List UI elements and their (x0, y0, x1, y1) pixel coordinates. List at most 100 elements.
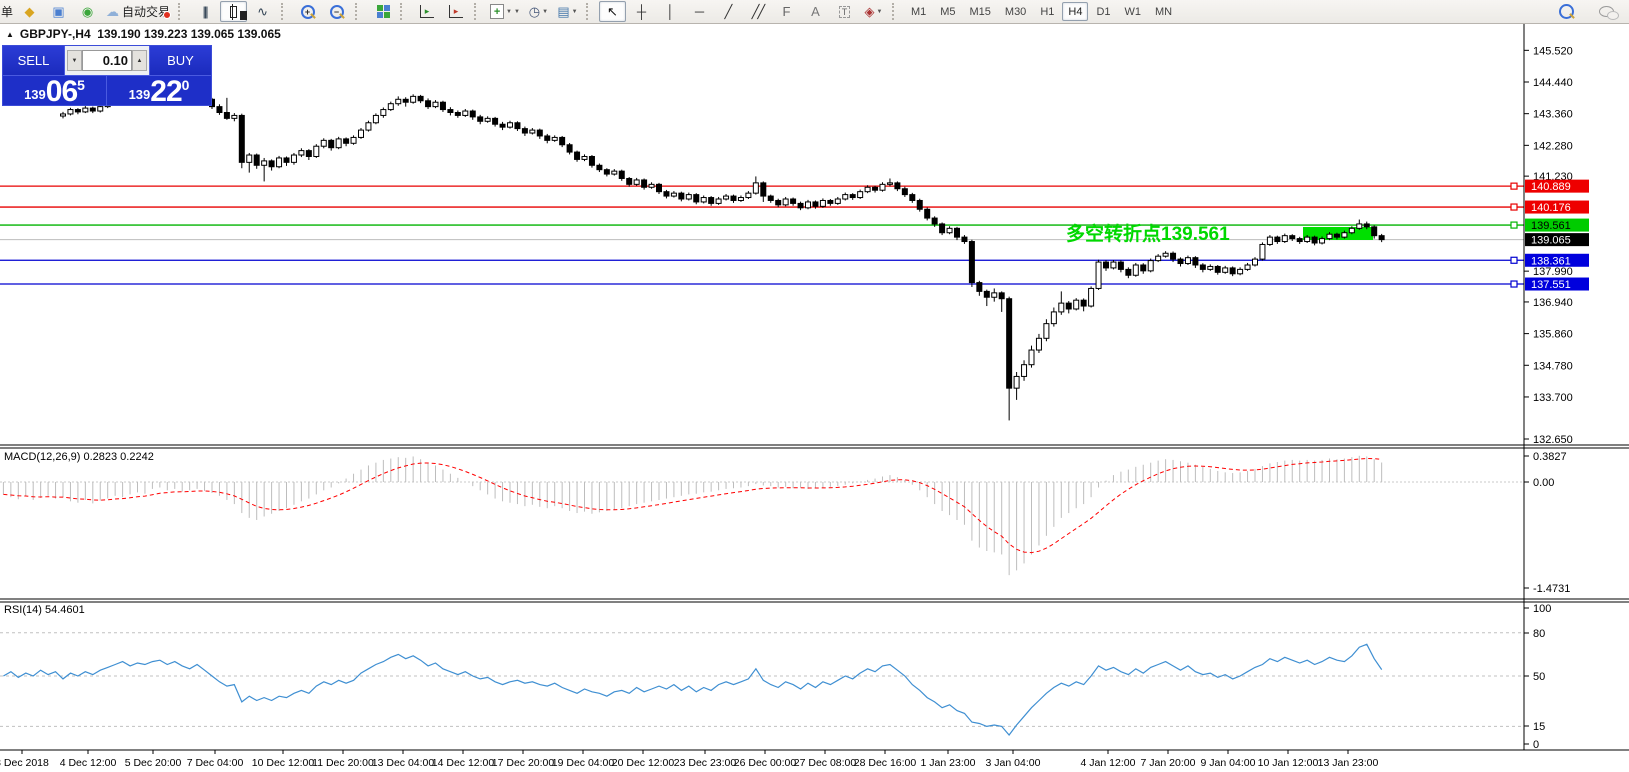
timeframe-m30[interactable]: M30 (1004, 5, 1027, 18)
price-line-axis-label (1525, 179, 1589, 193)
timeframe-mn[interactable]: MN (1155, 5, 1173, 18)
price-line-axis-label-text: 139.065 (1531, 235, 1571, 247)
time-axis-label: 7 Dec 04:00 (187, 757, 244, 769)
timeframe-m5[interactable]: M5 (940, 5, 956, 18)
sell-button[interactable]: SELL (3, 46, 64, 75)
text-label-button[interactable]: T (831, 1, 858, 22)
line-end-marker (1510, 280, 1518, 288)
fibonacci-button[interactable]: F (773, 1, 800, 22)
bar-chart-button[interactable]: ||| (191, 1, 218, 22)
line-chart-button[interactable]: ∿ (249, 1, 276, 22)
rsi-line (3, 643, 1383, 736)
volume-input[interactable] (82, 50, 132, 71)
sell-price[interactable]: 139 06 5 (3, 75, 107, 108)
sell-price-big: 06 (45, 75, 78, 108)
line-chart-icon: ∿ (257, 4, 268, 19)
metaeditor-button[interactable]: ◆ (16, 1, 43, 22)
time-axis-label: 3 Jan 04:00 (986, 757, 1041, 769)
autotrading-button-button[interactable]: ☁ 自动交易 (103, 1, 173, 22)
market-window-button[interactable]: ▣ (45, 1, 72, 22)
zoom-in-button[interactable]: + (294, 1, 321, 22)
highlight-rectangle[interactable] (1303, 227, 1373, 240)
vertical-line-button[interactable]: │ (657, 1, 684, 22)
zoom-out-icon: − (329, 4, 344, 19)
arrows-icon: ◈ (864, 4, 875, 19)
toolbar-separator (474, 3, 483, 20)
timeframe-w1[interactable]: W1 (1124, 5, 1142, 18)
channel-button[interactable]: ╱╱ (744, 1, 771, 22)
chart-shift-icon: ▸ (448, 5, 463, 18)
indicators-icon: + (490, 4, 505, 19)
trendline-button[interactable]: ╱ (715, 1, 742, 22)
arrows-button[interactable]: ◈ ▼ (860, 1, 887, 22)
trend-turning-point-annotation[interactable]: 多空转折点139.561 (1066, 222, 1230, 245)
time-axis-label: 4 Jan 12:00 (1081, 757, 1136, 769)
toolbar-separator (281, 3, 290, 20)
rsi-indicator-label: RSI(14) 54.4601 (4, 604, 85, 616)
toolbar-separator (178, 3, 187, 20)
collapse-panel-arrow[interactable]: ▲ (6, 29, 14, 39)
time-axis-label: 4 Dec 12:00 (60, 757, 117, 769)
cursor-button[interactable]: ↖ (598, 1, 626, 22)
toolbar-right-icons (1552, 1, 1621, 22)
dropdown-caret-icon[interactable]: ▼ (542, 8, 549, 15)
candlestick-series (60, 85, 1385, 421)
price-axis-tick-label: 133.700 (1533, 392, 1573, 404)
toolbar-separator (585, 3, 595, 20)
channel-icon: ╱╱ (751, 4, 766, 19)
price-line-axis-label-text: 140.889 (1531, 181, 1571, 193)
chat-button[interactable] (1593, 1, 1620, 22)
volume-control: ▼ ▲ (64, 46, 150, 75)
time-axis-label: 14 Dec 12:00 (432, 757, 495, 769)
volume-increase-button[interactable]: ▲ (132, 50, 147, 71)
auto-scroll-button[interactable]: ▸ (413, 1, 440, 22)
autotrading-button: ☁ (106, 4, 120, 19)
horizontal-line-icon: ─ (694, 4, 705, 19)
price-axis-tick-label: 144.440 (1533, 77, 1573, 89)
chart-shift-button[interactable]: ▸ (442, 1, 469, 22)
horizontal-line-button[interactable]: ─ (686, 1, 713, 22)
toolbar: 单 ◆ ▣ ◉ ☁ 自动交易 ||| ∿ + − ▸ ▸ + ▼ ▼ ◷ ▼ ▤ ▼ ↖ ┼ │ ─ ╱ ╱╱ F A T ◈ ▼ M1 M5… (0, 0, 1629, 24)
price-line-axis-label-text: 140.176 (1531, 202, 1571, 214)
buy-price-prefix: 139 (128, 87, 151, 102)
time-axis-label: 17 Dec 20:00 (492, 757, 555, 769)
time-axis-label: 11 Dec 20:00 (312, 757, 374, 769)
dropdown-caret-icon[interactable]: ▼ (513, 8, 520, 15)
volume-decrease-button[interactable]: ▼ (67, 50, 82, 71)
text-button[interactable]: A (802, 1, 829, 22)
chart-ohlc-readout: ▲ GBPJPY-,H4 139.190 139.223 139.065 139… (6, 27, 281, 41)
macd-axis-label: 0.00 (1533, 477, 1554, 489)
buy-price[interactable]: 139 22 0 (107, 75, 211, 108)
signals-icon: ◉ (81, 4, 94, 19)
dropdown-caret-icon[interactable]: ▼ (876, 8, 883, 15)
timeframe-h1[interactable]: H1 (1040, 5, 1055, 18)
new-order-button-fragment[interactable]: 单 (1, 5, 14, 19)
templates-button[interactable]: ▤ ▼ (554, 1, 581, 22)
timeframe-d1[interactable]: D1 (1096, 5, 1111, 18)
signals-button[interactable]: ◉ (74, 1, 101, 22)
tile-windows-button[interactable] (368, 1, 395, 22)
dropdown-caret-icon[interactable]: ▼ (571, 8, 578, 15)
time-axis-label: 26 Dec 00:00 (734, 757, 797, 769)
zoom-in-icon: + (300, 4, 315, 19)
time-axis-label: 13 Dec 04:00 (372, 757, 435, 769)
buy-price-big: 22 (150, 75, 182, 108)
candlestick-button[interactable] (220, 1, 248, 22)
tile-windows-icon (376, 4, 383, 11)
zoom-out-button[interactable]: − (323, 1, 350, 22)
indicators-button[interactable]: + ▼ ▼ (487, 1, 523, 22)
buy-button[interactable]: BUY (150, 46, 211, 75)
line-end-marker (1510, 221, 1518, 229)
timeframe-m15[interactable]: M15 (969, 5, 991, 18)
timeframe-m1[interactable]: M1 (910, 5, 927, 18)
price-axis-tick-label: 135.860 (1533, 329, 1573, 341)
search-button[interactable] (1553, 1, 1580, 22)
auto-scroll-icon: ▸ (419, 5, 434, 18)
periods-button[interactable]: ◷ ▼ (525, 1, 552, 22)
price-line-axis-label (1525, 233, 1589, 247)
price-axis-tick-label: 137.990 (1533, 266, 1573, 278)
crosshair-button[interactable]: ┼ (628, 1, 655, 22)
timeframe-h4[interactable]: H4 (1062, 2, 1089, 21)
